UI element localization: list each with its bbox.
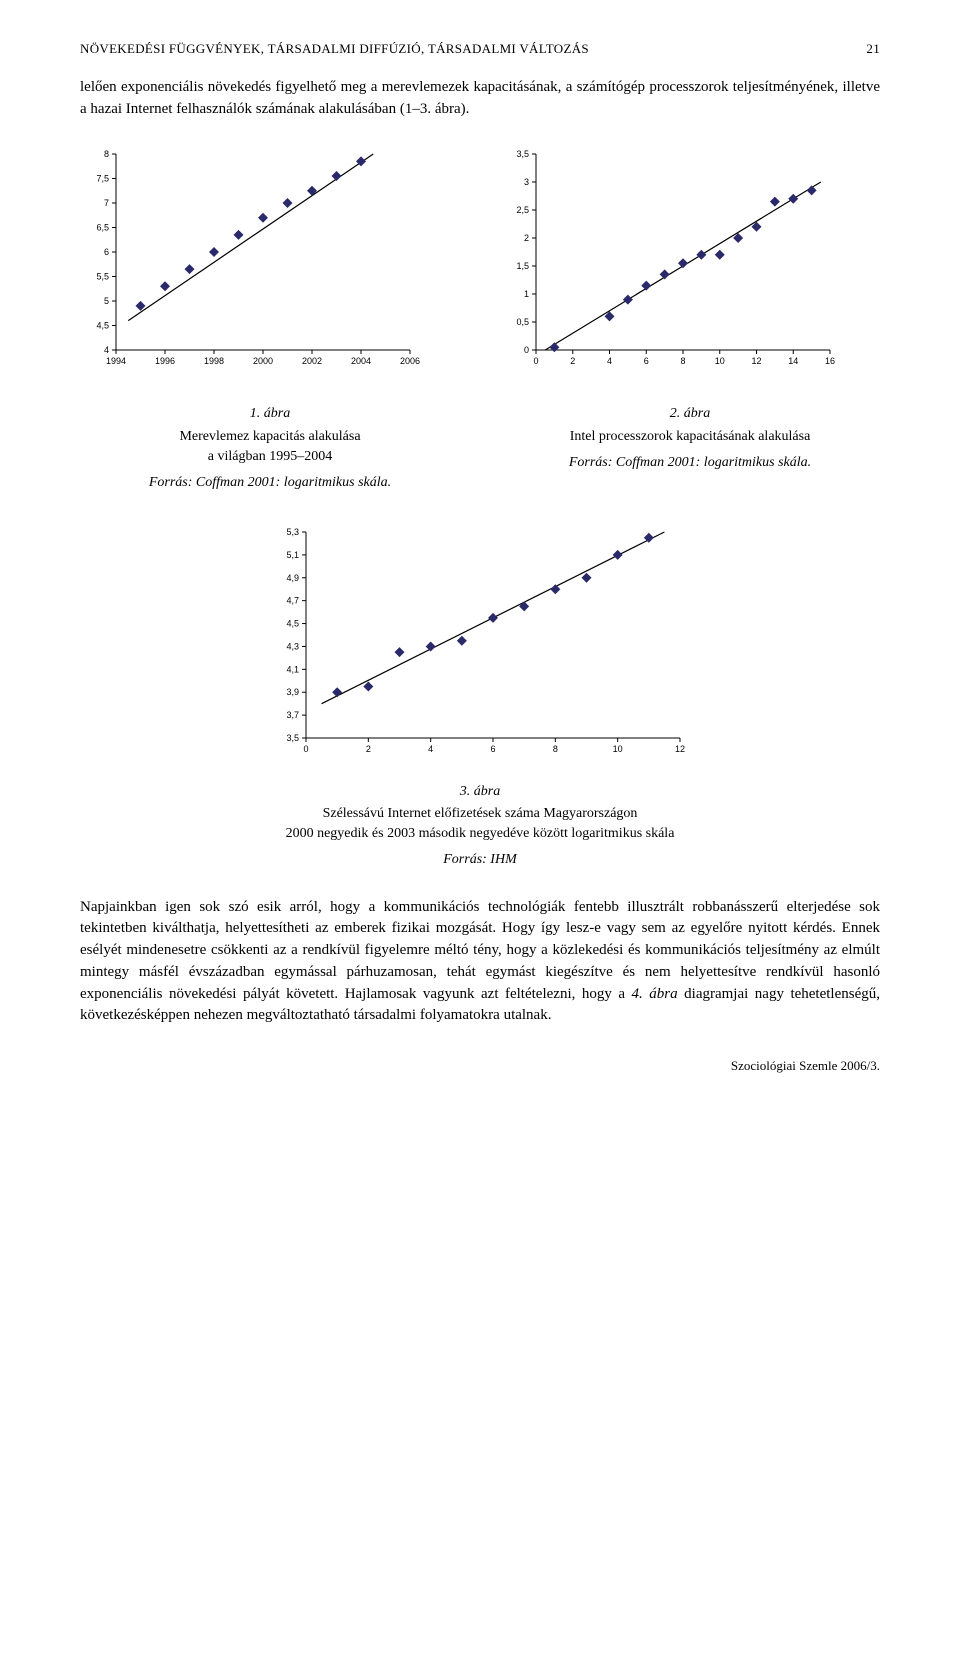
svg-text:4,5: 4,5 <box>286 618 299 628</box>
svg-text:4: 4 <box>104 345 109 355</box>
svg-text:4,3: 4,3 <box>286 641 299 651</box>
svg-text:16: 16 <box>825 356 835 366</box>
svg-text:2002: 2002 <box>302 356 322 366</box>
svg-text:10: 10 <box>715 356 725 366</box>
caption-2: 2. ábra Intel processzorok kapacitásának… <box>500 404 880 493</box>
svg-text:14: 14 <box>788 356 798 366</box>
caption-1-source: Forrás: Coffman 2001: logaritmikus skála… <box>80 473 460 493</box>
svg-text:6: 6 <box>490 744 495 754</box>
svg-text:1994: 1994 <box>106 356 126 366</box>
caption-1-body: Merevlemez kapacitás alakulásaa világban… <box>80 427 460 468</box>
svg-text:0: 0 <box>303 744 308 754</box>
svg-text:5,1: 5,1 <box>286 549 299 559</box>
svg-text:8: 8 <box>553 744 558 754</box>
running-title: NÖVEKEDÉSI FÜGGVÉNYEK, TÁRSADALMI DIFFÚZ… <box>80 40 589 59</box>
caption-2-body: Intel processzorok kapacitásának alakulá… <box>500 427 880 447</box>
svg-text:8: 8 <box>104 149 109 159</box>
svg-text:7,5: 7,5 <box>96 174 109 184</box>
caption-2-title: 2. ábra <box>500 404 880 424</box>
body-paragraph: Napjainkban igen sok szó esik arról, hog… <box>80 897 880 1028</box>
svg-text:0: 0 <box>524 345 529 355</box>
svg-text:12: 12 <box>751 356 761 366</box>
svg-text:7: 7 <box>104 198 109 208</box>
svg-text:10: 10 <box>613 744 623 754</box>
svg-text:8: 8 <box>680 356 685 366</box>
svg-text:3,5: 3,5 <box>516 149 529 159</box>
svg-text:0,5: 0,5 <box>516 317 529 327</box>
svg-text:1: 1 <box>524 289 529 299</box>
svg-text:0: 0 <box>533 356 538 366</box>
running-header: NÖVEKEDÉSI FÜGGVÉNYEK, TÁRSADALMI DIFFÚZ… <box>80 40 880 59</box>
svg-text:5,3: 5,3 <box>286 527 299 537</box>
chart-1: 4 4,5 5 5,5 6 6,5 7 7,5 8 1994 1996 1998 2000 2002 200… <box>80 144 460 374</box>
chart-2: 0 0,5 1 1,5 2 2,5 3 3,5 0 2 4 6 8 10 12 14 16 <box>500 144 880 374</box>
svg-text:2004: 2004 <box>351 356 371 366</box>
svg-text:2000: 2000 <box>253 356 273 366</box>
svg-text:4: 4 <box>428 744 433 754</box>
body-em: 4. ábra <box>632 986 678 1002</box>
footer: Szociológiai Szemle 2006/3. <box>80 1057 880 1076</box>
svg-text:3: 3 <box>524 177 529 187</box>
caption-3-source: Forrás: IHM <box>80 850 880 870</box>
caption-2-source: Forrás: Coffman 2001: logaritmikus skála… <box>500 453 880 473</box>
caption-3-body: Szélessávú Internet előfizetések száma M… <box>80 804 880 845</box>
svg-text:1998: 1998 <box>204 356 224 366</box>
svg-text:4: 4 <box>607 356 612 366</box>
svg-text:3,5: 3,5 <box>286 733 299 743</box>
svg-text:2: 2 <box>366 744 371 754</box>
page-number: 21 <box>866 40 880 59</box>
svg-text:2: 2 <box>524 233 529 243</box>
svg-text:2006: 2006 <box>400 356 420 366</box>
intro-paragraph: lelően exponenciális növekedés figyelhet… <box>80 77 880 121</box>
chart-3: 3,5 3,7 3,9 4,1 4,3 4,5 4,7 4,9 5,1 5,3 0 2 4 6 8 10 12 <box>270 522 690 762</box>
svg-text:4,5: 4,5 <box>96 321 109 331</box>
svg-text:1996: 1996 <box>155 356 175 366</box>
svg-text:6: 6 <box>644 356 649 366</box>
svg-text:3,9: 3,9 <box>286 687 299 697</box>
svg-text:2: 2 <box>570 356 575 366</box>
svg-text:6: 6 <box>104 247 109 257</box>
svg-text:4,1: 4,1 <box>286 664 299 674</box>
caption-row-top: 1. ábra Merevlemez kapacitás alakulásaa … <box>80 404 880 493</box>
svg-text:5,5: 5,5 <box>96 272 109 282</box>
svg-text:3,7: 3,7 <box>286 710 299 720</box>
svg-text:6,5: 6,5 <box>96 223 109 233</box>
svg-text:12: 12 <box>675 744 685 754</box>
svg-text:2,5: 2,5 <box>516 205 529 215</box>
svg-text:1,5: 1,5 <box>516 261 529 271</box>
svg-text:4,7: 4,7 <box>286 595 299 605</box>
caption-3: 3. ábra Szélessávú Internet előfizetések… <box>80 782 880 871</box>
chart-3-wrapper: 3,5 3,7 3,9 4,1 4,3 4,5 4,7 4,9 5,1 5,3 0 2 4 6 8 10 12 <box>80 522 880 762</box>
svg-text:5: 5 <box>104 296 109 306</box>
svg-text:4,9: 4,9 <box>286 572 299 582</box>
caption-1: 1. ábra Merevlemez kapacitás alakulásaa … <box>80 404 460 493</box>
chart-row-top: 44,555,566,577,5819941996199820002002200… <box>80 144 880 374</box>
caption-3-title: 3. ábra <box>80 782 880 802</box>
caption-1-title: 1. ábra <box>80 404 460 424</box>
